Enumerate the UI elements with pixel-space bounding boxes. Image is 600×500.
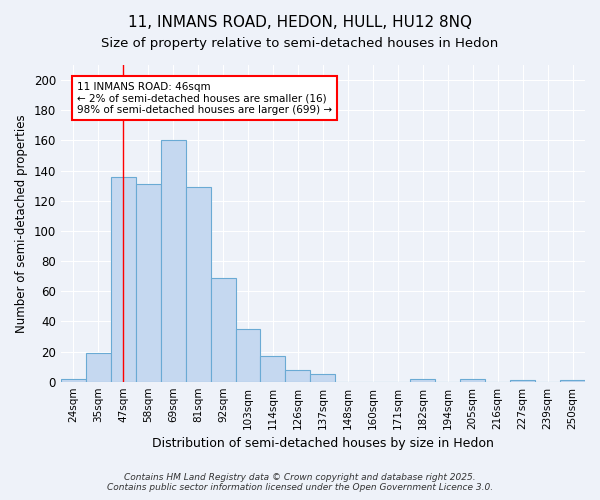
Bar bbox=[286, 370, 310, 382]
X-axis label: Distribution of semi-detached houses by size in Hedon: Distribution of semi-detached houses by … bbox=[152, 437, 494, 450]
Bar bbox=[136, 184, 161, 382]
Text: 11 INMANS ROAD: 46sqm
← 2% of semi-detached houses are smaller (16)
98% of semi-: 11 INMANS ROAD: 46sqm ← 2% of semi-detac… bbox=[77, 82, 332, 115]
Bar bbox=[161, 140, 185, 382]
Bar bbox=[236, 329, 260, 382]
Text: Contains HM Land Registry data © Crown copyright and database right 2025.
Contai: Contains HM Land Registry data © Crown c… bbox=[107, 473, 493, 492]
Bar bbox=[510, 380, 535, 382]
Bar bbox=[410, 378, 435, 382]
Bar bbox=[86, 353, 111, 382]
Text: Size of property relative to semi-detached houses in Hedon: Size of property relative to semi-detach… bbox=[101, 38, 499, 51]
Bar bbox=[260, 356, 286, 382]
Text: 11, INMANS ROAD, HEDON, HULL, HU12 8NQ: 11, INMANS ROAD, HEDON, HULL, HU12 8NQ bbox=[128, 15, 472, 30]
Bar bbox=[310, 374, 335, 382]
Bar bbox=[460, 378, 485, 382]
Bar bbox=[61, 378, 86, 382]
Bar bbox=[111, 176, 136, 382]
Bar bbox=[185, 187, 211, 382]
Bar bbox=[211, 278, 236, 382]
Bar bbox=[560, 380, 585, 382]
Y-axis label: Number of semi-detached properties: Number of semi-detached properties bbox=[15, 114, 28, 332]
